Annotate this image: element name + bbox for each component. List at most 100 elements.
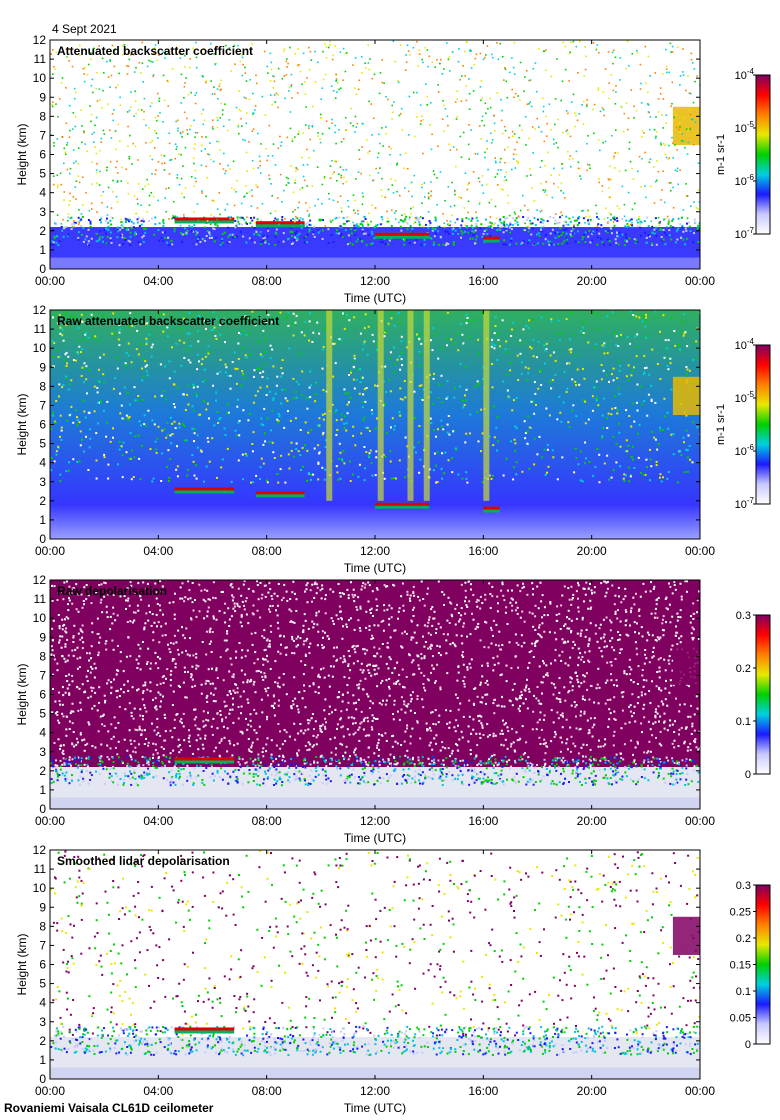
y-tick-label: 11 bbox=[34, 52, 47, 66]
cirrus-cloud bbox=[672, 376, 700, 415]
y-tick-label: 4 bbox=[39, 186, 46, 200]
x-axis-label: Time (UTC) bbox=[344, 831, 406, 845]
y-tick-label: 8 bbox=[39, 379, 46, 393]
colorbar: 0 0.1 0.2 0.3 bbox=[736, 610, 771, 781]
colorbar-exponent: -6 bbox=[747, 443, 755, 452]
x-tick-label: 16:00 bbox=[468, 814, 498, 828]
x-tick-label: 00:00 bbox=[35, 1084, 65, 1098]
y-tick-label: 3 bbox=[39, 475, 46, 489]
x-tick-label: 08:00 bbox=[252, 544, 282, 558]
cloud-top bbox=[483, 506, 500, 510]
y-tick-label: 1 bbox=[39, 1053, 46, 1067]
x-tick-label: 16:00 bbox=[468, 544, 498, 558]
signal-column bbox=[326, 310, 333, 501]
y-tick-label: 12 bbox=[33, 843, 47, 857]
y-tick-label: 9 bbox=[39, 90, 46, 104]
y-axis-label: Height (km) bbox=[15, 123, 29, 185]
y-tick-label: 2 bbox=[39, 224, 46, 238]
colorbar-tick-label: 0.3 bbox=[736, 610, 751, 622]
y-tick-label: 2 bbox=[39, 764, 46, 778]
colorbar-tick-label: 0 bbox=[745, 769, 751, 781]
panel-3: Raw depolarisation0123456789101112Height… bbox=[15, 573, 771, 845]
colorbar: 0 0.05 0.1 0.15 0.2 0.25 0.3 bbox=[730, 880, 771, 1051]
colorbar-tick-label: 0.1 bbox=[736, 986, 751, 998]
x-tick-label: 00:00 bbox=[685, 544, 715, 558]
y-tick-label: 6 bbox=[39, 148, 46, 162]
x-tick-label: 16:00 bbox=[468, 274, 498, 288]
y-tick-label: 0 bbox=[39, 1072, 46, 1086]
y-tick-label: 10 bbox=[33, 881, 47, 895]
cloud-base bbox=[483, 506, 500, 513]
plot-area bbox=[50, 40, 700, 269]
y-tick-label: 12 bbox=[33, 33, 47, 47]
colorbar-gradient bbox=[755, 74, 771, 235]
y-tick-label: 12 bbox=[33, 303, 47, 317]
colorbar-exponent: -4 bbox=[747, 337, 755, 346]
instrument-label: Rovaniemi Vaisala CL61D ceilometer bbox=[4, 1101, 214, 1115]
x-tick-label: 12:00 bbox=[360, 544, 390, 558]
heatmap-cells bbox=[50, 310, 700, 539]
signal-column bbox=[423, 310, 430, 501]
cloud-top bbox=[375, 232, 430, 236]
x-tick-label: 04:00 bbox=[143, 814, 173, 828]
y-tick-label: 1 bbox=[39, 513, 46, 527]
x-tick-label: 12:00 bbox=[360, 1084, 390, 1098]
x-tick-label: 00:00 bbox=[35, 544, 65, 558]
colorbar-tick-label: 10-5 bbox=[735, 390, 755, 405]
cloud-top bbox=[174, 1027, 235, 1031]
near-surface-layer bbox=[50, 257, 700, 269]
y-tick-label: 4 bbox=[39, 726, 46, 740]
cloud-top bbox=[375, 502, 430, 506]
colorbar-tick-label: 0.25 bbox=[730, 907, 751, 919]
colorbar-unit-label: m-1 sr-1 bbox=[715, 404, 727, 445]
colorbar-exponent: -6 bbox=[747, 173, 755, 182]
colorbar-exponent: -5 bbox=[747, 120, 755, 129]
signal-column bbox=[377, 310, 384, 501]
y-tick-label: 5 bbox=[39, 977, 46, 991]
y-tick-label: 1 bbox=[39, 243, 46, 257]
heatmap-cells bbox=[50, 40, 700, 269]
colorbar-tick-label: 10-5 bbox=[735, 120, 755, 135]
x-tick-label: 20:00 bbox=[577, 544, 607, 558]
signal-column bbox=[407, 310, 414, 501]
y-tick-label: 0 bbox=[39, 532, 46, 546]
y-tick-label: 6 bbox=[39, 418, 46, 432]
y-tick-label: 10 bbox=[33, 341, 47, 355]
colorbar-gradient bbox=[755, 344, 771, 505]
colorbar-gradient bbox=[755, 614, 771, 775]
colorbar-tick-label: 0 bbox=[745, 1039, 751, 1051]
x-tick-label: 04:00 bbox=[143, 544, 173, 558]
noise-field bbox=[50, 310, 700, 539]
heatmap-cells bbox=[50, 580, 700, 809]
x-axis-label: Time (UTC) bbox=[344, 561, 406, 575]
x-tick-label: 04:00 bbox=[143, 274, 173, 288]
y-axis-label: Height (km) bbox=[15, 663, 29, 725]
y-tick-label: 5 bbox=[39, 707, 46, 721]
colorbar-tick-label: 0.05 bbox=[730, 1013, 751, 1025]
colorbar-gradient bbox=[755, 884, 771, 1045]
y-tick-label: 10 bbox=[33, 611, 47, 625]
colorbar: 10-7 10-6 10-5 10-4 m-1 sr-1 bbox=[715, 67, 771, 241]
x-tick-label: 20:00 bbox=[577, 814, 607, 828]
y-tick-label: 6 bbox=[39, 688, 46, 702]
y-tick-label: 9 bbox=[39, 360, 46, 374]
y-tick-label: 7 bbox=[39, 938, 46, 952]
x-axis-label: Time (UTC) bbox=[344, 291, 406, 305]
x-tick-label: 20:00 bbox=[577, 274, 607, 288]
colorbar-exponent: -7 bbox=[747, 226, 755, 235]
colorbar-tick-label: 10-6 bbox=[735, 443, 755, 458]
x-tick-label: 08:00 bbox=[252, 274, 282, 288]
y-tick-label: 9 bbox=[39, 900, 46, 914]
y-tick-label: 8 bbox=[39, 109, 46, 123]
y-tick-label: 8 bbox=[39, 919, 46, 933]
y-tick-label: 9 bbox=[39, 630, 46, 644]
date-label: 4 Sept 2021 bbox=[52, 22, 117, 36]
x-tick-label: 00:00 bbox=[35, 814, 65, 828]
x-tick-label: 00:00 bbox=[685, 1084, 715, 1098]
plot-area bbox=[50, 850, 700, 1079]
y-tick-label: 7 bbox=[39, 398, 46, 412]
cloud-top bbox=[255, 491, 305, 495]
colorbar-tick-label: 10-4 bbox=[735, 337, 755, 352]
chart-title: Smoothed lidar depolarisation bbox=[57, 854, 230, 868]
near-surface-layer bbox=[50, 1067, 700, 1079]
